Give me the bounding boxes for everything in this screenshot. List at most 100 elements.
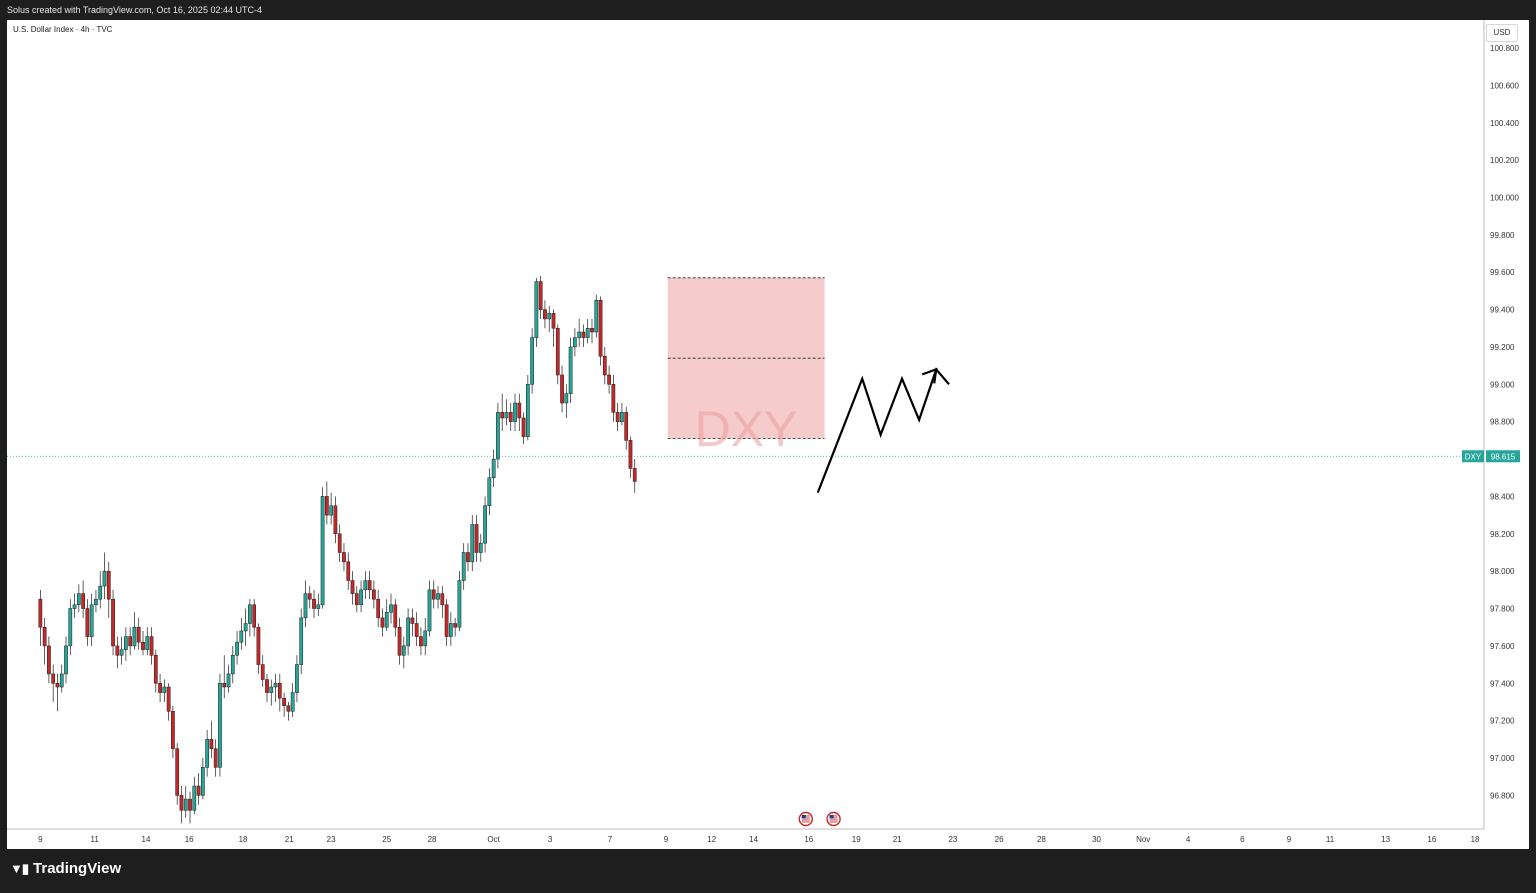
candle — [504, 399, 509, 426]
candle-body — [478, 542, 483, 553]
candle-body — [551, 313, 556, 329]
candle-body — [192, 785, 197, 811]
candle-body — [145, 636, 150, 650]
price-tick-label: 100.200 — [1490, 156, 1519, 165]
candle — [132, 612, 137, 650]
candle-body — [449, 623, 453, 637]
candle-body — [290, 692, 295, 712]
flag-stripe — [801, 821, 810, 823]
candle — [620, 403, 624, 426]
candle — [517, 393, 522, 432]
candle-body — [175, 748, 180, 796]
candle — [487, 468, 492, 516]
candle-body — [346, 561, 351, 581]
candle-body — [158, 683, 162, 693]
candle — [393, 599, 398, 637]
time-tick-label: 14 — [142, 835, 151, 844]
candle-body — [230, 654, 235, 675]
candle — [119, 636, 124, 665]
axes-layer: 100.800 100.600 100.400 100.200 100.000 99.80… — [7, 20, 1520, 844]
time-tick-label: 25 — [382, 835, 391, 844]
flag-stripe — [801, 819, 810, 821]
candle — [64, 636, 68, 684]
candle — [615, 403, 620, 432]
price-tick-label: 100.600 — [1490, 81, 1519, 90]
candle — [85, 599, 90, 646]
candle — [602, 346, 607, 385]
candle-body — [248, 604, 252, 624]
candle — [303, 580, 308, 628]
candle-body — [363, 580, 368, 591]
candle-body — [325, 496, 329, 516]
candle — [299, 608, 304, 674]
candle — [521, 412, 526, 445]
candle-body — [209, 739, 214, 749]
candle — [551, 309, 556, 347]
flag-canton — [829, 815, 834, 819]
candle — [153, 649, 158, 693]
candle — [607, 365, 611, 394]
candle — [89, 593, 94, 646]
candle-body — [106, 570, 111, 600]
candle-body — [124, 636, 128, 650]
time-tick-label: 16 — [1427, 835, 1436, 844]
time-tick-label: 28 — [428, 835, 437, 844]
price-badge-symbol: DXY — [1465, 452, 1482, 461]
time-tick-label: 6 — [1240, 835, 1245, 844]
candle-body — [119, 649, 124, 656]
candle — [273, 673, 278, 702]
flag-field — [801, 815, 810, 823]
price-tick-label: 98.800 — [1490, 418, 1515, 427]
candle-body — [51, 673, 56, 684]
candle-body — [102, 570, 107, 587]
candle — [68, 599, 73, 656]
price-tick-label: 99.000 — [1490, 380, 1515, 389]
candle-body — [141, 641, 145, 650]
candle — [76, 584, 81, 613]
candle-body — [508, 412, 513, 422]
candle — [179, 786, 184, 824]
time-tick-label: 21 — [285, 835, 294, 844]
candle — [55, 673, 60, 712]
time-tick-label: 9 — [1287, 835, 1292, 844]
price-tick-label: 99.200 — [1490, 343, 1515, 352]
symbol-watermark: DXY — [695, 401, 798, 457]
candle-body — [397, 626, 402, 656]
candle-body — [316, 604, 321, 609]
candle-body — [188, 798, 192, 811]
candle-body — [85, 608, 90, 637]
candle-body — [423, 630, 428, 647]
candle — [500, 393, 505, 432]
candle — [423, 617, 428, 656]
candle — [162, 679, 167, 702]
candle — [209, 720, 214, 759]
candle-body — [320, 496, 325, 606]
candle-body — [504, 412, 509, 419]
candle — [230, 645, 235, 684]
currency-button[interactable]: USD — [1486, 24, 1518, 42]
candle — [329, 492, 333, 525]
candle — [624, 406, 629, 450]
candle-body — [573, 337, 577, 348]
time-tick-label: 4 — [1186, 835, 1191, 844]
symbol-title[interactable]: U.S. Dollar Index · 4h · TVC — [13, 25, 113, 34]
tradingview-brand[interactable]: ▼▮ TradingView — [10, 860, 121, 877]
candle — [218, 673, 222, 777]
candle — [290, 683, 295, 717]
candle-body — [342, 552, 346, 563]
candle-body — [128, 636, 133, 647]
candle-body — [359, 589, 363, 606]
candle — [106, 561, 111, 618]
candle — [128, 627, 133, 656]
candle-body — [555, 328, 560, 376]
candle-body — [560, 374, 564, 404]
brand-name: TradingView — [33, 860, 122, 877]
candle — [171, 705, 175, 759]
candle — [312, 589, 316, 618]
candle-body — [59, 673, 64, 688]
flag-stripe — [829, 819, 838, 821]
candle-body — [337, 533, 342, 553]
price-tick-label: 100.000 — [1490, 193, 1519, 202]
candle-body — [312, 598, 316, 609]
